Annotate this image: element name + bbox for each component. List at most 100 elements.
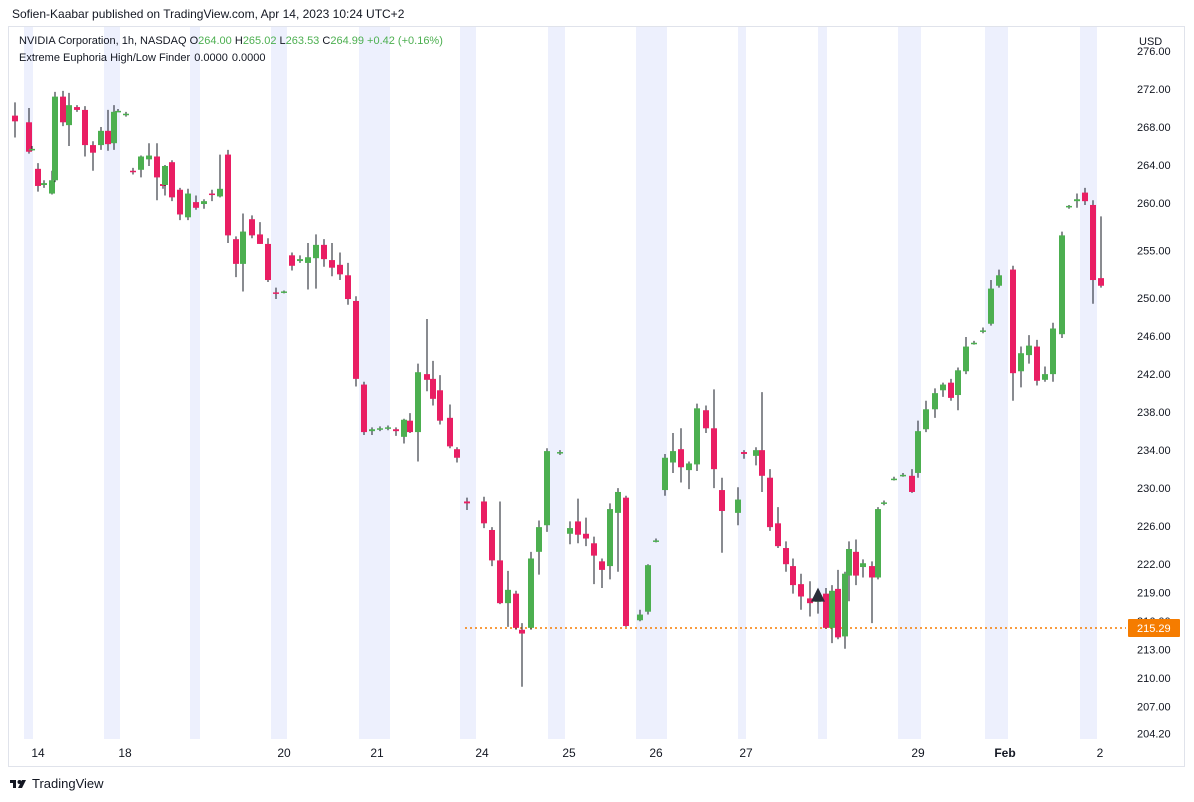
candle <box>353 296 359 387</box>
candle <box>329 242 335 277</box>
candle <box>82 106 88 157</box>
price-tick-label: 276.00 <box>1137 46 1171 58</box>
session-band <box>24 27 33 739</box>
price-tick-label: 255.00 <box>1137 246 1171 258</box>
candle <box>881 500 887 506</box>
candle <box>741 450 747 459</box>
candle-body <box>519 629 525 634</box>
candle-body <box>154 156 160 178</box>
price-tick-label: 219.00 <box>1137 588 1171 600</box>
candle <box>437 375 443 425</box>
candle-body <box>528 558 534 628</box>
candle <box>454 447 460 463</box>
candle-body <box>177 189 183 215</box>
candle-body <box>891 478 897 481</box>
candle-body <box>988 288 994 324</box>
candle <box>909 469 915 493</box>
candle-body <box>909 475 915 492</box>
candle-body <box>265 243 271 281</box>
candle <box>60 90 66 127</box>
candle <box>915 420 921 478</box>
price-tick-label: 204.20 <box>1137 728 1171 740</box>
candle <box>798 573 804 610</box>
publisher-caption: Sofien-Kaabar published on TradingView.c… <box>12 7 405 21</box>
candle-body <box>623 497 629 626</box>
candle <box>415 363 421 462</box>
candle-body <box>1059 235 1065 335</box>
candle <box>123 111 129 117</box>
candle-body <box>437 390 443 421</box>
candle-body <box>971 342 977 345</box>
candle <box>869 561 875 624</box>
candle-body <box>719 490 725 511</box>
candle <box>686 461 692 490</box>
candle-body <box>1034 346 1040 381</box>
candle <box>719 477 725 553</box>
candle <box>337 252 343 281</box>
candle <box>233 236 239 278</box>
candle-body <box>615 491 621 513</box>
price-tick-label: 226.00 <box>1137 521 1171 533</box>
indicator-name[interactable]: Extreme Euphoria High/Low Finder <box>19 52 191 64</box>
candle <box>607 503 613 580</box>
session-band <box>818 27 827 739</box>
candle <box>963 337 969 375</box>
candle <box>1066 204 1072 209</box>
price-tick-label: 234.00 <box>1137 445 1171 457</box>
candle <box>265 238 271 282</box>
candle-body <box>1050 328 1056 375</box>
time-tick-label: 14 <box>31 746 45 760</box>
candle <box>703 405 709 434</box>
candle-body <box>60 96 66 123</box>
candle <box>955 367 961 411</box>
candle-body <box>637 614 643 621</box>
candle-body <box>1066 205 1072 208</box>
candle-body <box>996 275 1002 286</box>
candle-body <box>1042 374 1048 380</box>
candle <box>115 108 121 113</box>
last-price-value: 215.29 <box>1137 623 1171 635</box>
candle-body <box>940 384 946 391</box>
candle <box>177 187 183 221</box>
candle <box>146 143 152 166</box>
candle <box>842 571 848 649</box>
candle <box>407 413 413 434</box>
candle-body <box>767 477 773 528</box>
session-band <box>738 27 746 739</box>
candle <box>513 590 519 630</box>
time-tick-label: 20 <box>277 746 291 760</box>
candle <box>1098 216 1104 288</box>
candle <box>519 623 525 687</box>
candle-body <box>35 168 41 186</box>
session-band <box>1080 27 1097 739</box>
candle-body <box>875 509 881 578</box>
symbol-name[interactable]: NVIDIA Corporation, 1h, NASDAQ <box>19 35 187 47</box>
candle <box>759 392 765 492</box>
candle-body <box>217 188 223 197</box>
session-band <box>898 27 921 739</box>
candle <box>74 105 80 112</box>
tradingview-footer[interactable]: TradingView <box>10 776 104 791</box>
price-tick-label: 213.00 <box>1137 645 1171 657</box>
candle <box>775 507 781 549</box>
candle <box>201 199 207 209</box>
candle-body <box>424 374 430 380</box>
candle <box>575 498 581 544</box>
candle-body <box>26 122 32 152</box>
candle <box>497 501 503 605</box>
candle-body <box>361 384 367 433</box>
candle-body <box>670 451 676 463</box>
high-label: H <box>234 35 243 47</box>
candle-body <box>225 154 231 236</box>
candle <box>528 551 534 630</box>
session-band <box>548 27 565 739</box>
candle-body <box>454 449 460 458</box>
candle <box>835 569 841 640</box>
price-tick-label: 260.00 <box>1137 198 1171 210</box>
candle <box>591 536 597 585</box>
candle-body <box>489 529 495 561</box>
candle-body <box>130 170 136 173</box>
candle <box>599 558 605 588</box>
candle <box>767 469 773 531</box>
